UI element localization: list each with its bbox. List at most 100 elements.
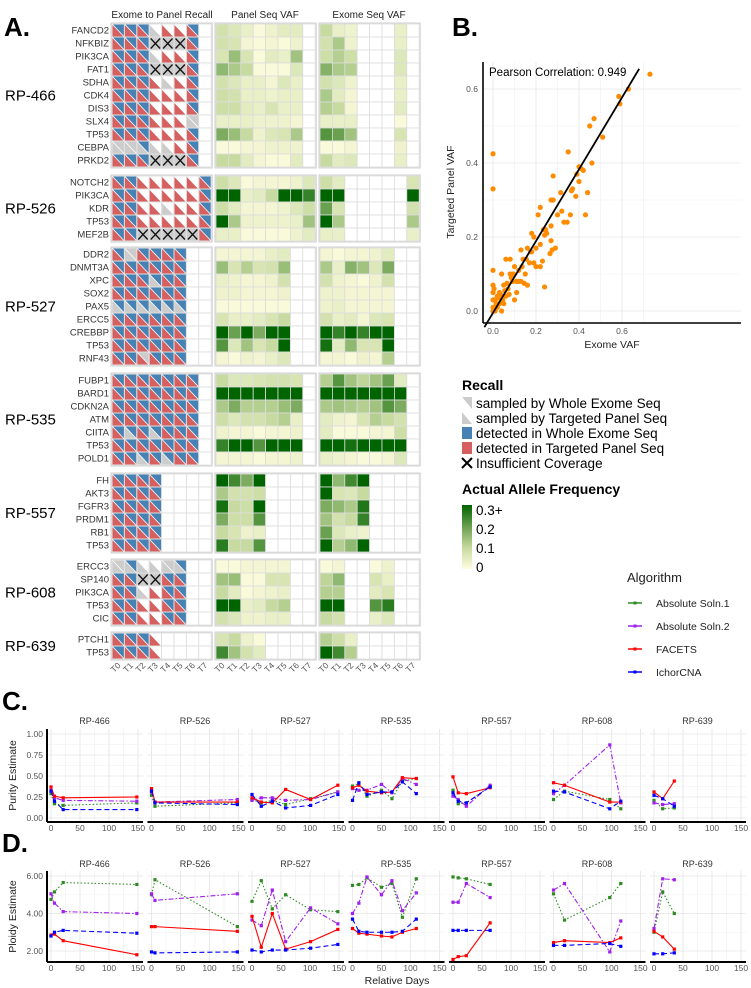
exome-vaf-cell: [331, 325, 346, 340]
diagonal: [161, 300, 174, 313]
panel-vaf-cell: [277, 572, 291, 587]
series-point: [153, 898, 157, 902]
diagonal: [137, 474, 149, 487]
exome-vaf-cell: [356, 512, 371, 527]
panel-vaf-cell: [265, 632, 279, 647]
panel-vaf-cell: [215, 451, 229, 466]
exome-vaf-cell: [344, 312, 358, 327]
series-point: [400, 776, 404, 780]
series-point: [456, 791, 460, 795]
diagonal: [149, 50, 162, 63]
panel-vaf-cell: [227, 351, 242, 366]
block-frame: [214, 558, 317, 627]
diagonal: [174, 274, 187, 287]
exome-vaf-cell: [331, 412, 346, 427]
x-tick-label: 150: [533, 823, 547, 833]
series-point: [308, 906, 313, 910]
panel-vaf-cell: [227, 227, 242, 242]
panel-vaf-cell: [277, 75, 291, 90]
panel-vaf-cell: [289, 499, 304, 514]
exome-vaf-cell: [356, 598, 371, 613]
series-point: [250, 918, 254, 922]
exome-vaf-cell: [331, 399, 346, 414]
diagonal: [161, 560, 174, 573]
panel-vaf-cell: [215, 175, 229, 190]
facet-title: RP-639: [682, 716, 713, 726]
panel-vaf-cell: [265, 101, 279, 116]
diagonal: [124, 474, 137, 487]
gene-label: TP53: [86, 341, 109, 352]
panel-vaf-cell: [265, 559, 279, 574]
panel-vaf-cell: [277, 247, 291, 262]
series-point: [451, 928, 455, 932]
gene-row: FANCD2: [72, 23, 420, 38]
panel-vaf-cell: [289, 611, 304, 626]
panel-vaf-cell: [252, 247, 266, 262]
patient-label: RP-526: [5, 201, 56, 218]
exome-vaf-cell: [319, 299, 333, 314]
series-point: [357, 931, 361, 935]
series-point: [49, 792, 53, 796]
series-point: [270, 888, 274, 892]
panel-vaf-cell: [240, 425, 254, 440]
exome-vaf-cell: [344, 338, 358, 353]
panel-sampled-swatch: [462, 412, 472, 424]
series-point: [451, 788, 455, 792]
scatter-point: [504, 280, 510, 286]
diagonal: [149, 313, 162, 326]
diagonal: [161, 76, 174, 89]
exome-vaf-cell: [381, 412, 395, 427]
exome-vaf-cell: [331, 559, 346, 574]
gene-row: NFKBIZ: [75, 36, 420, 51]
panel-vaf-cell: [289, 373, 304, 388]
exome-vaf-cell: [369, 632, 383, 647]
diagonal: [174, 248, 187, 261]
panel-vaf-cell: [240, 486, 254, 501]
exome-vaf-cell: [406, 175, 420, 190]
diagonal: [112, 560, 125, 573]
diagonal: [112, 352, 125, 365]
patient-label: RP-557: [5, 505, 56, 522]
exome-detected-swatch: [462, 427, 472, 439]
exome-vaf-cell: [369, 75, 383, 90]
gene-label: PIK3CA: [75, 191, 109, 202]
panel-vaf-cell: [289, 325, 304, 340]
series-point: [488, 895, 492, 900]
exome-vaf-cell: [381, 49, 395, 64]
panel-vaf-cell: [215, 247, 229, 262]
exome-vaf-cell: [319, 351, 333, 366]
series-point: [672, 947, 676, 951]
x-tick-label: 100: [504, 823, 518, 833]
recall-cell: [185, 499, 200, 514]
panel-vaf-cell: [289, 23, 304, 38]
panel-vaf-cell: [215, 538, 229, 553]
exome-vaf-cell: [393, 114, 408, 129]
panel-vaf-cell: [289, 438, 304, 453]
exome-vaf-cell: [381, 36, 395, 51]
block-frame: [318, 174, 421, 243]
panel-vaf-cell: [302, 247, 316, 262]
panel-vaf-cell: [302, 486, 316, 501]
diagonal: [137, 141, 149, 154]
x-tick-label: 100: [604, 963, 618, 973]
scatter-point: [533, 245, 539, 251]
recall-cell: [185, 351, 200, 366]
exome-vaf-cell: [381, 62, 395, 77]
exome-vaf-cell: [369, 559, 383, 574]
recall-cell: [198, 88, 212, 103]
panel-vaf-cell: [289, 127, 304, 142]
panel-vaf-cell: [265, 373, 279, 388]
block-frame: [318, 246, 421, 367]
diagonal: [149, 274, 162, 287]
series-point: [149, 789, 154, 793]
gene-label: POLD1: [78, 454, 109, 465]
exome-vaf-cell: [393, 188, 408, 203]
x-tick-label: 0: [652, 823, 657, 833]
recall-cell: [198, 425, 212, 440]
facet-title: RP-557: [481, 716, 512, 726]
exome-vaf-cell: [344, 62, 358, 77]
panel-vaf-cell: [302, 273, 316, 288]
series-point: [608, 950, 612, 954]
series-line: [553, 882, 622, 954]
scatter-point: [490, 304, 496, 310]
